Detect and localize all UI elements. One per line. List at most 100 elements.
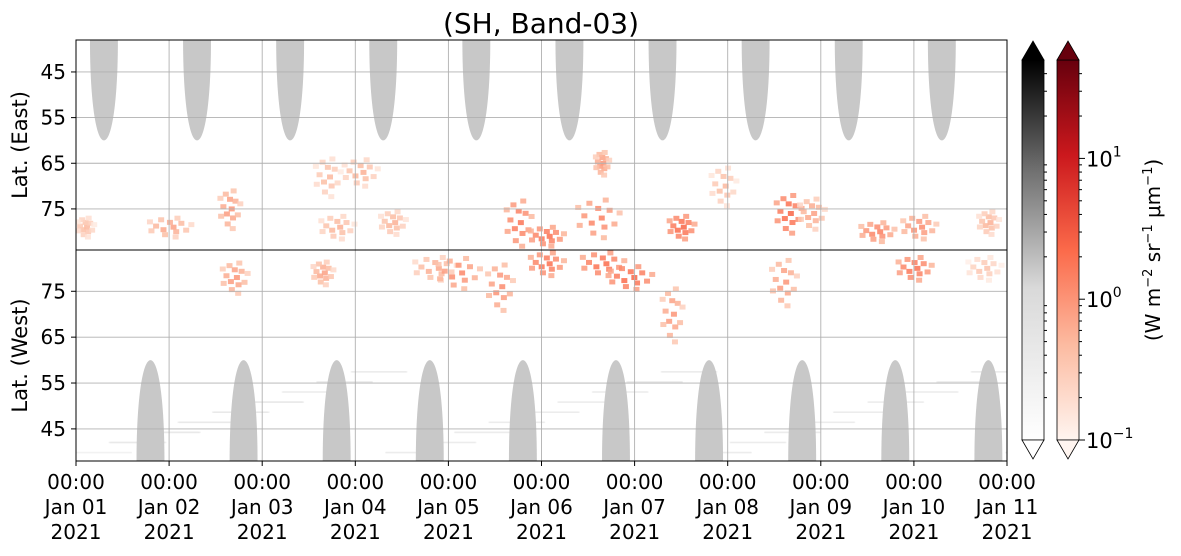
emission-cell bbox=[219, 266, 226, 272]
emission-cell bbox=[228, 287, 235, 293]
emission-cell bbox=[634, 280, 641, 286]
emission-cell bbox=[238, 268, 245, 274]
emission-cell bbox=[784, 290, 791, 296]
colorbar-tick-exp: 1 bbox=[1113, 144, 1122, 160]
emission-cell bbox=[662, 308, 669, 314]
emission-cell bbox=[599, 154, 606, 160]
emission-cell bbox=[360, 169, 367, 175]
y-tick-label-west: 45 bbox=[41, 417, 66, 441]
colorbar-tick-exp: 0 bbox=[1113, 285, 1122, 301]
emission-cell bbox=[990, 261, 997, 267]
emission-cell bbox=[378, 224, 385, 230]
colorbar-tick-label: 101 bbox=[1086, 144, 1122, 171]
emission-cell bbox=[929, 228, 936, 234]
emission-cell bbox=[450, 282, 457, 288]
x-tick-year: 2021 bbox=[888, 520, 939, 544]
emission-cell bbox=[374, 166, 381, 172]
emission-cell bbox=[162, 232, 169, 238]
emission-cell bbox=[922, 213, 929, 219]
emission-cell bbox=[709, 190, 716, 196]
emission-cell bbox=[891, 226, 898, 232]
emission-cell bbox=[501, 262, 508, 268]
emission-cell bbox=[601, 166, 608, 172]
colorbar-tick-base: 10 bbox=[1086, 288, 1113, 312]
x-tick-label: 00:00 Jan 09 2021 bbox=[787, 470, 852, 544]
emission-cell bbox=[517, 220, 524, 226]
emission-cell bbox=[334, 218, 341, 224]
emission-cell bbox=[774, 218, 781, 224]
emission-cell bbox=[381, 218, 388, 224]
emission-cell bbox=[691, 221, 698, 227]
emission-cell bbox=[917, 255, 924, 261]
x-tick-time: 00:00 bbox=[420, 470, 478, 494]
emission-cell bbox=[87, 220, 94, 226]
emission-cell bbox=[639, 270, 646, 276]
emission-cell bbox=[153, 223, 160, 229]
emission-cell bbox=[463, 255, 470, 261]
emission-cell bbox=[427, 274, 434, 280]
emission-cell bbox=[527, 254, 534, 260]
colorbar-extend-low-grey bbox=[1021, 439, 1045, 460]
emission-cell bbox=[494, 302, 501, 308]
sunlit-mask-west bbox=[974, 360, 1003, 461]
emission-cell bbox=[976, 224, 983, 230]
emission-cell bbox=[674, 227, 681, 233]
emission-cell bbox=[321, 189, 328, 195]
background-stripe bbox=[798, 421, 855, 424]
emission-cell bbox=[594, 159, 601, 165]
emission-cell bbox=[323, 223, 330, 229]
x-tick-time: 00:00 bbox=[606, 470, 664, 494]
emission-cell bbox=[986, 271, 993, 277]
emission-cell bbox=[777, 208, 784, 214]
emission-cell bbox=[672, 324, 679, 330]
emission-cell bbox=[423, 256, 430, 262]
emission-cell bbox=[549, 250, 556, 256]
emission-cell bbox=[965, 259, 972, 265]
emission-cell bbox=[900, 218, 907, 224]
emission-cell bbox=[863, 228, 870, 234]
emission-cell bbox=[920, 236, 927, 242]
emission-cell bbox=[560, 258, 567, 264]
emission-cell bbox=[342, 175, 349, 181]
x-tick-year: 2021 bbox=[795, 520, 846, 544]
emission-cell bbox=[792, 203, 799, 209]
x-tick-year: 2021 bbox=[609, 520, 660, 544]
emission-cell bbox=[896, 270, 903, 276]
x-tick-year: 2021 bbox=[982, 520, 1033, 544]
emission-cell bbox=[778, 297, 785, 303]
emission-cell bbox=[916, 277, 923, 283]
emission-cell bbox=[432, 260, 439, 266]
emission-cell bbox=[158, 217, 165, 223]
emission-cell bbox=[576, 222, 583, 228]
emission-cell bbox=[539, 241, 546, 247]
emission-cell bbox=[234, 212, 241, 218]
emission-cell bbox=[233, 275, 240, 281]
sunlit-mask-west bbox=[508, 360, 537, 461]
sunlit-mask-east bbox=[89, 40, 118, 141]
x-tick-year: 2021 bbox=[702, 520, 753, 544]
emission-cell bbox=[178, 220, 185, 226]
emission-cell bbox=[328, 183, 335, 189]
emission-cell bbox=[775, 261, 782, 267]
emission-cell bbox=[439, 255, 446, 261]
background-stripe bbox=[901, 391, 958, 393]
emission-cell bbox=[789, 230, 796, 236]
x-tick-date: Jan 08 bbox=[694, 495, 759, 519]
background-stripe bbox=[695, 451, 751, 454]
emission-cell bbox=[536, 226, 543, 232]
emission-cell bbox=[914, 265, 921, 271]
emission-cell bbox=[784, 303, 791, 309]
emission-cell bbox=[172, 234, 179, 240]
emission-cell bbox=[552, 256, 559, 262]
emission-cell bbox=[461, 286, 468, 292]
emission-cell bbox=[413, 270, 420, 276]
emission-cell bbox=[988, 225, 995, 231]
emission-cell bbox=[818, 215, 825, 221]
emission-cell bbox=[471, 275, 478, 281]
emission-cell bbox=[772, 276, 779, 282]
emission-cell bbox=[527, 228, 534, 234]
emission-cell bbox=[549, 224, 556, 230]
emission-cell bbox=[227, 279, 234, 285]
emission-cell bbox=[227, 196, 234, 202]
background-stripe bbox=[832, 411, 889, 413]
